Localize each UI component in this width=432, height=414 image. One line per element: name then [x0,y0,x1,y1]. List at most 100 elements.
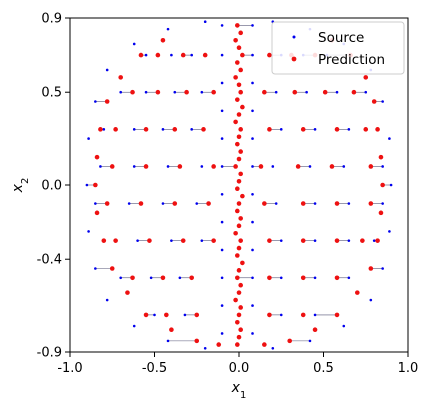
prediction-point [169,327,174,333]
prediction-point [206,201,211,206]
prediction-point [138,52,144,58]
source-point [313,313,317,317]
prediction-point [235,60,240,65]
source-point [153,313,156,317]
source-point [183,313,187,317]
prediction-point [378,154,384,160]
source-point [308,165,312,168]
prediction-point [194,312,200,318]
prediction-point [238,282,243,288]
prediction-point [216,342,222,347]
prediction-point [93,182,98,188]
prediction-point [238,67,243,73]
prediction-point [312,327,318,333]
prediction-point [334,238,340,243]
prediction-point [238,327,243,333]
source-point [220,137,224,140]
prediction-point [235,342,240,347]
source-point [251,220,254,224]
prediction-point [143,312,149,318]
prediction-point [125,290,130,295]
prediction-point [160,275,166,281]
source-point [166,339,170,343]
source-point [170,53,173,57]
source-point [342,324,346,328]
prediction-point [258,164,264,169]
source-point [251,304,254,307]
prediction-point [235,253,240,258]
prediction-point [238,238,243,243]
prediction-point [235,97,240,102]
prediction-point [380,182,385,188]
legend-label-prediction: Prediction [318,52,385,68]
prediction-point [236,134,242,140]
source-point [220,24,224,27]
source-point [381,100,384,103]
y-tick-label: -0.4 [37,253,62,268]
source-point [85,183,89,187]
prediction-point [211,164,216,169]
x-tick-label: -1.0 [57,361,82,376]
prediction-point [118,75,123,80]
prediction-point [233,297,238,303]
prediction-point [235,275,240,281]
prediction-point [262,201,267,206]
data-marks [85,20,393,350]
legend-marker-source [292,35,296,39]
prediction-point [109,266,115,271]
source-point [200,90,204,94]
prediction-point [267,238,272,243]
source-point [119,276,122,280]
source-point [170,239,173,242]
prediction-point [155,89,161,95]
prediction-point [147,238,152,243]
source-point [200,165,204,168]
prediction-point [235,208,240,214]
source-point [308,339,312,343]
source-point [388,230,391,233]
prediction-point [235,141,240,147]
prediction-point [189,275,194,281]
legend-marker-prediction [291,56,297,62]
prediction-point [211,89,216,95]
source-point [132,42,136,46]
prediction-point [236,156,242,162]
source-point [274,202,278,205]
prediction-point [160,37,166,43]
prediction-point [236,290,242,295]
source-point [195,202,199,205]
prediction-point [177,164,183,169]
y-tick-label: 0.9 [41,12,62,27]
prediction-point [262,89,267,95]
prediction-point [94,210,100,216]
prediction-point [262,342,267,347]
prediction-point [334,127,340,132]
prediction-point [300,312,306,318]
prediction-point [233,75,238,80]
source-point [200,239,204,242]
prediction-point [233,119,238,125]
y-axis-ticks: -0.9 -0.4 0.0 0.5 0.9 [37,12,70,361]
source-point [119,90,122,94]
x-axis-ticks: -1.0 -0.5 0.0 0.5 1.0 [57,352,418,376]
prediction-point [235,23,240,28]
source-point [161,128,165,131]
prediction-point [300,127,306,132]
x-axis-label: x1 [231,380,247,401]
source-point [127,202,131,205]
prediction-point [236,45,242,50]
source-point [313,239,317,242]
prediction-point [236,201,242,206]
source-point [220,165,224,168]
source-point [274,90,278,94]
prediction-point [172,127,178,132]
source-point [190,128,193,131]
prediction-point [233,230,238,236]
source-point [105,298,109,302]
x-tick-label: -0.5 [142,361,167,376]
source-point [381,202,384,205]
prediction-point [194,338,200,344]
source-point [251,53,254,57]
y-tick-label: -0.9 [37,346,62,361]
